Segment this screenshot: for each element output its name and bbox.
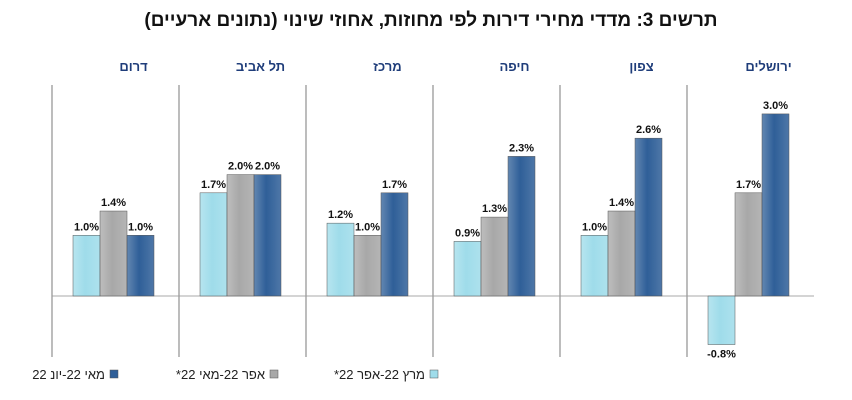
data-label: 1.4%	[609, 197, 634, 209]
data-label: 2.3%	[509, 142, 534, 154]
data-label: 1.0%	[128, 221, 153, 233]
data-label: 2.0%	[228, 161, 253, 173]
bar	[226, 174, 255, 297]
chart-title: תרשים 3: מדדי מחירי דירות לפי מחוזות, אח…	[144, 10, 718, 31]
legend-swatch	[269, 369, 279, 379]
data-label: 1.0%	[355, 221, 380, 233]
legend-swatch	[109, 369, 119, 379]
data-label: 1.7%	[382, 179, 407, 191]
bar	[507, 156, 536, 297]
bar	[253, 174, 282, 297]
bar	[353, 235, 382, 297]
bar	[734, 192, 763, 297]
category-label: חיפה	[499, 59, 529, 74]
bar	[126, 235, 155, 297]
data-label: 0.9%	[455, 227, 480, 239]
bar	[72, 235, 101, 297]
category-label: ירושלים	[745, 59, 791, 74]
bar	[607, 210, 636, 297]
bar	[480, 216, 509, 297]
data-label: 2.0%	[255, 161, 280, 173]
bar	[580, 235, 609, 297]
bar	[707, 295, 736, 345]
data-label: -0.8%	[707, 349, 736, 361]
bar	[380, 192, 409, 297]
data-label: 2.6%	[636, 124, 661, 136]
data-label: 1.7%	[736, 179, 761, 191]
legend-label: מאי 22-יונ 22	[32, 367, 105, 382]
data-label: 1.3%	[482, 203, 507, 215]
bar	[634, 137, 663, 297]
category-label: מרכז	[373, 59, 401, 74]
data-label: 1.4%	[101, 197, 126, 209]
bar	[453, 241, 482, 297]
data-label: 1.0%	[74, 221, 99, 233]
legend-label: מרץ 22-אפר 22*	[334, 367, 425, 382]
data-label: 3.0%	[763, 100, 788, 112]
legend-swatch	[429, 369, 439, 379]
bar	[761, 113, 790, 297]
data-label: 1.2%	[328, 209, 353, 221]
category-label: תל אביב	[236, 59, 285, 74]
legend-label: אפר 22-מאי 22*	[176, 367, 265, 382]
bar	[326, 222, 355, 297]
bar	[99, 210, 128, 297]
category-label: דרום	[119, 59, 148, 74]
data-label: 1.7%	[201, 179, 226, 191]
bar	[199, 192, 228, 297]
data-label: 1.0%	[582, 221, 607, 233]
category-label: צפון	[629, 59, 653, 74]
